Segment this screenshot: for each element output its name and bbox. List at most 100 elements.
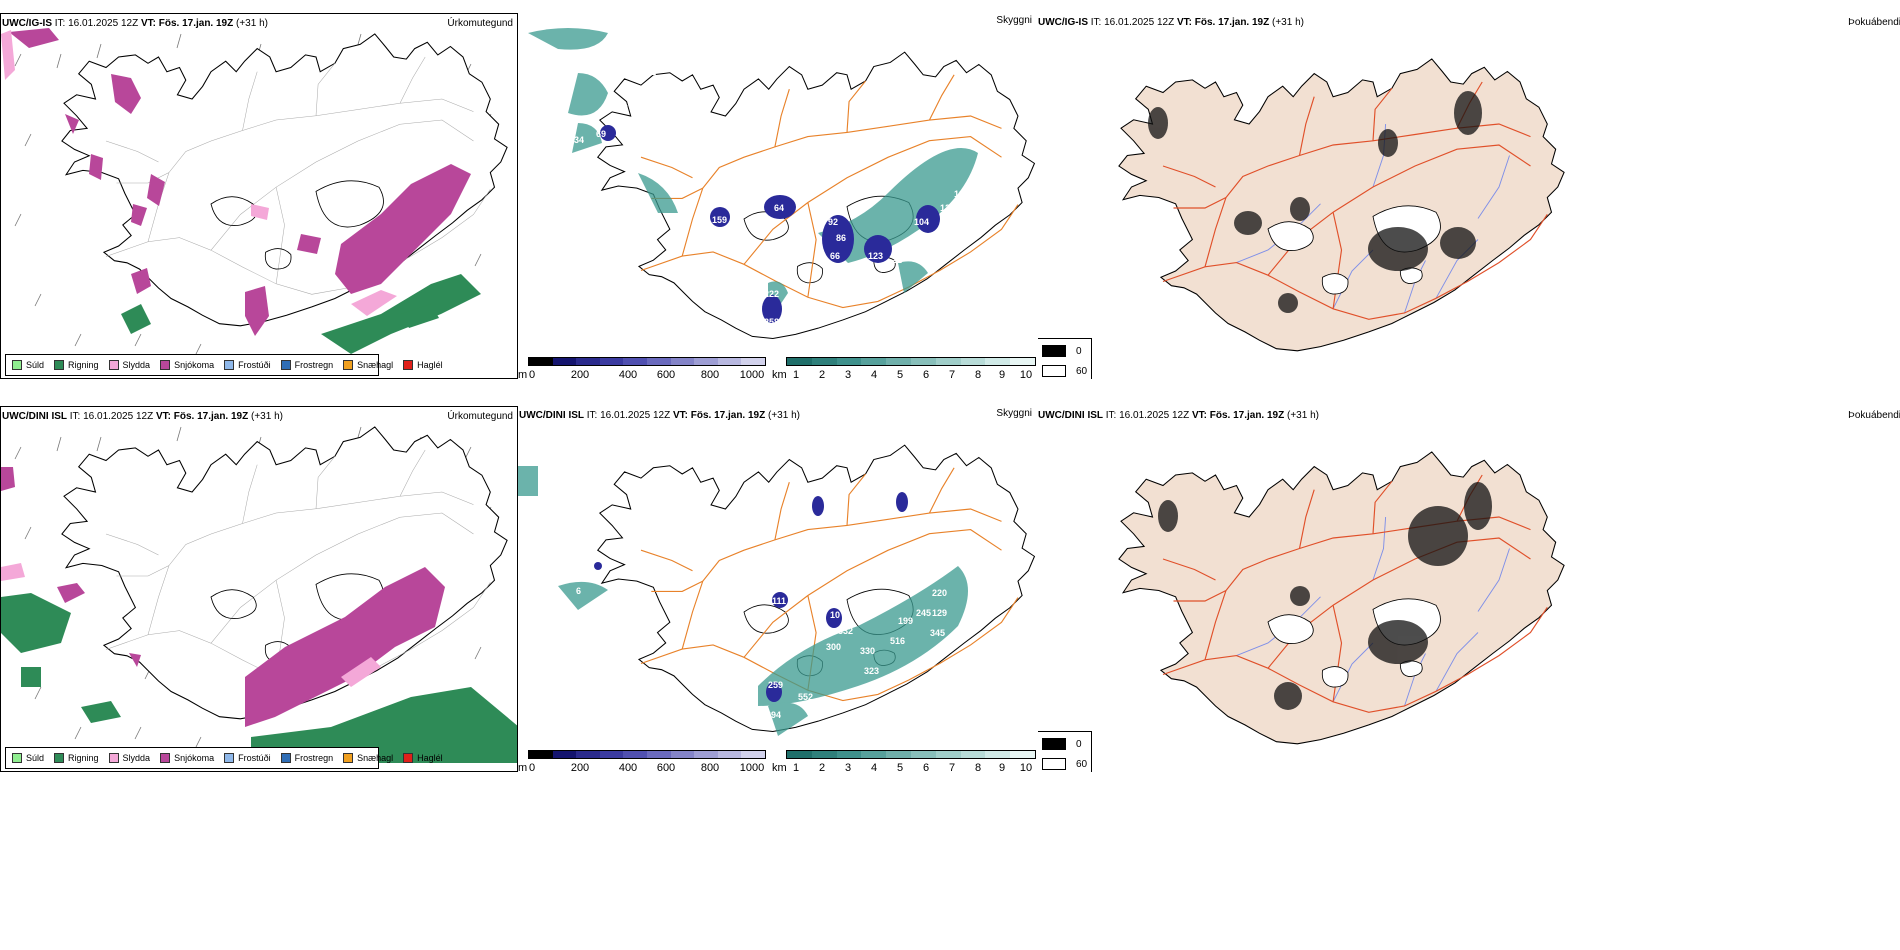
cloud-base-colorbar-top: m 0 200 400 600 800 1000 [518, 357, 768, 379]
legend-item: Frostregn [280, 360, 333, 370]
vis-tick: 2 [818, 762, 826, 772]
cloud-tick: 400 [618, 369, 638, 379]
legend-item: Slydda [108, 360, 150, 370]
vis-tick: 7 [948, 369, 956, 379]
vis-tick: 2 [818, 369, 826, 379]
precip-panel-bottom: UWC/DINI ISL IT: 16.01.2025 12Z VT: Fös.… [0, 406, 518, 772]
visibility-panel-bottom: 6 111 10 332 300 330 323 199 245 129 220… [518, 406, 1038, 772]
visibility-panel-top: 71 69 34 63 159 64 92 86 66 123 22 103 1… [518, 13, 1038, 379]
legend-item: Frostregn [280, 753, 333, 763]
legend-item: Snjókoma [160, 360, 214, 370]
vis-tick: 3 [844, 762, 852, 772]
cloud-tick: 0 [528, 762, 536, 772]
sleet-areas [1, 30, 397, 316]
vis-tick: 7 [948, 762, 956, 772]
vis-tick: 9 [998, 369, 1006, 379]
label-127b: 127 [954, 189, 969, 199]
label-127a: 127 [940, 203, 955, 213]
legend-item: Frostúði [224, 360, 271, 370]
cloud-tick: 600 [656, 369, 676, 379]
label-86: 86 [836, 233, 846, 243]
label-18: 18 [914, 97, 924, 107]
label-245: 245 [916, 608, 931, 618]
legend-item: Súld [12, 360, 44, 370]
cloud-tick: 200 [570, 369, 590, 379]
vis-tick: 8 [974, 369, 982, 379]
fog-dark [1158, 482, 1492, 710]
cloud-tick: 0 [528, 369, 536, 379]
fog-dark [1148, 91, 1482, 313]
label-330: 330 [860, 646, 875, 656]
label-64: 64 [774, 203, 784, 213]
visibility-map-top: 71 69 34 63 159 64 92 86 66 123 22 103 1… [528, 28, 1035, 339]
vis-tick: 3 [844, 369, 852, 379]
label-199: 199 [898, 616, 913, 626]
visibility-header-bottom: UWC/DINI ISL IT: 16.01.2025 12Z VT: Fös.… [519, 410, 800, 421]
vis-bar-unit: km [772, 762, 787, 772]
label-34: 34 [574, 135, 584, 145]
vis-tick: 1 [792, 762, 800, 772]
legend-item: Snæhagl [343, 360, 393, 370]
visibility-colorbar-bottom: km 1 2 3 4 5 6 7 8 9 10 [772, 750, 1038, 772]
label-104: 104 [914, 217, 929, 227]
cloud-labels: 71 69 34 63 159 64 92 86 66 123 22 103 1… [574, 67, 969, 327]
fog-key-top: 0 60 [1038, 338, 1092, 379]
precip-header-bottom: UWC/DINI ISL IT: 16.01.2025 12Z VT: Fös.… [2, 411, 283, 422]
cloud-tick: 800 [700, 369, 720, 379]
snow-areas [1, 467, 445, 727]
precip-map-bottom [1, 426, 517, 763]
cloud-tick: 200 [570, 762, 590, 772]
rain-areas [1, 593, 517, 763]
cloud-tick: 800 [700, 762, 720, 772]
precip-header-top: UWC/IG-IS IT: 16.01.2025 12Z VT: Fös. 17… [2, 18, 268, 29]
label-258: 258 [764, 317, 779, 327]
vis-tick: 6 [922, 369, 930, 379]
label-103: 103 [868, 271, 883, 281]
cloud-labels: 6 111 10 332 300 330 323 199 245 129 220… [576, 586, 947, 720]
fog-map-top [1118, 58, 1565, 352]
cloud-base-colorbar-bottom: m 0 200 400 600 800 1000 [518, 750, 768, 772]
fog-header-bottom: UWC/DINI ISL IT: 16.01.2025 12Z VT: Fös.… [1038, 410, 1319, 421]
label-323: 323 [864, 666, 879, 676]
label-111: 111 [772, 596, 786, 606]
visibility-map-bottom: 6 111 10 332 300 330 323 199 245 129 220… [518, 444, 1035, 736]
label-300: 300 [826, 642, 841, 652]
label-71: 71 [646, 67, 656, 77]
legend-item: Frostúði [224, 753, 271, 763]
legend-item: Snæhagl [343, 753, 393, 763]
label-92: 92 [828, 217, 838, 227]
label-332: 332 [838, 626, 853, 636]
legend-item: Snjókoma [160, 753, 214, 763]
label-17: 17 [648, 287, 658, 297]
precip-title-bottom: Úrkomutegund [447, 411, 513, 422]
vis-tick: 6 [922, 762, 930, 772]
label-516: 516 [890, 636, 905, 646]
vis-tick: 4 [870, 369, 878, 379]
fog-key-bottom: 0 60 [1038, 731, 1092, 772]
cloud-bar-unit: m [518, 369, 528, 379]
vis-tick: 8 [974, 762, 982, 772]
label-220: 220 [932, 588, 947, 598]
visibility-title-bottom: Skyggni [996, 408, 1032, 419]
vis-bar-unit: km [772, 369, 787, 379]
label-66: 66 [830, 251, 840, 261]
precip-legend-bottom: Súld Rigning Slydda Snjókoma Frostúði Fr… [5, 747, 443, 769]
label-552: 552 [798, 692, 813, 702]
vis-tick: 5 [896, 762, 904, 772]
label-10: 10 [830, 610, 840, 620]
legend-item: Súld [12, 753, 44, 763]
legend-item: Slydda [108, 753, 150, 763]
cloud-bar-unit: m [518, 762, 528, 772]
visibility-title-top: Skyggni [996, 15, 1032, 26]
vis-tick: 4 [870, 762, 878, 772]
label-294: 294 [766, 710, 781, 720]
label-22: 22 [892, 255, 902, 265]
vis-tick: 10 [1019, 369, 1033, 379]
cloud-tick: 1000 [739, 762, 765, 772]
label-159: 159 [712, 215, 727, 225]
vis-tick: 9 [998, 762, 1006, 772]
label-129: 129 [932, 608, 947, 618]
label-69: 69 [596, 129, 606, 139]
visibility-colorbar-top: km 1 2 3 4 5 6 7 8 9 10 [772, 357, 1038, 379]
rain-areas [121, 274, 481, 354]
